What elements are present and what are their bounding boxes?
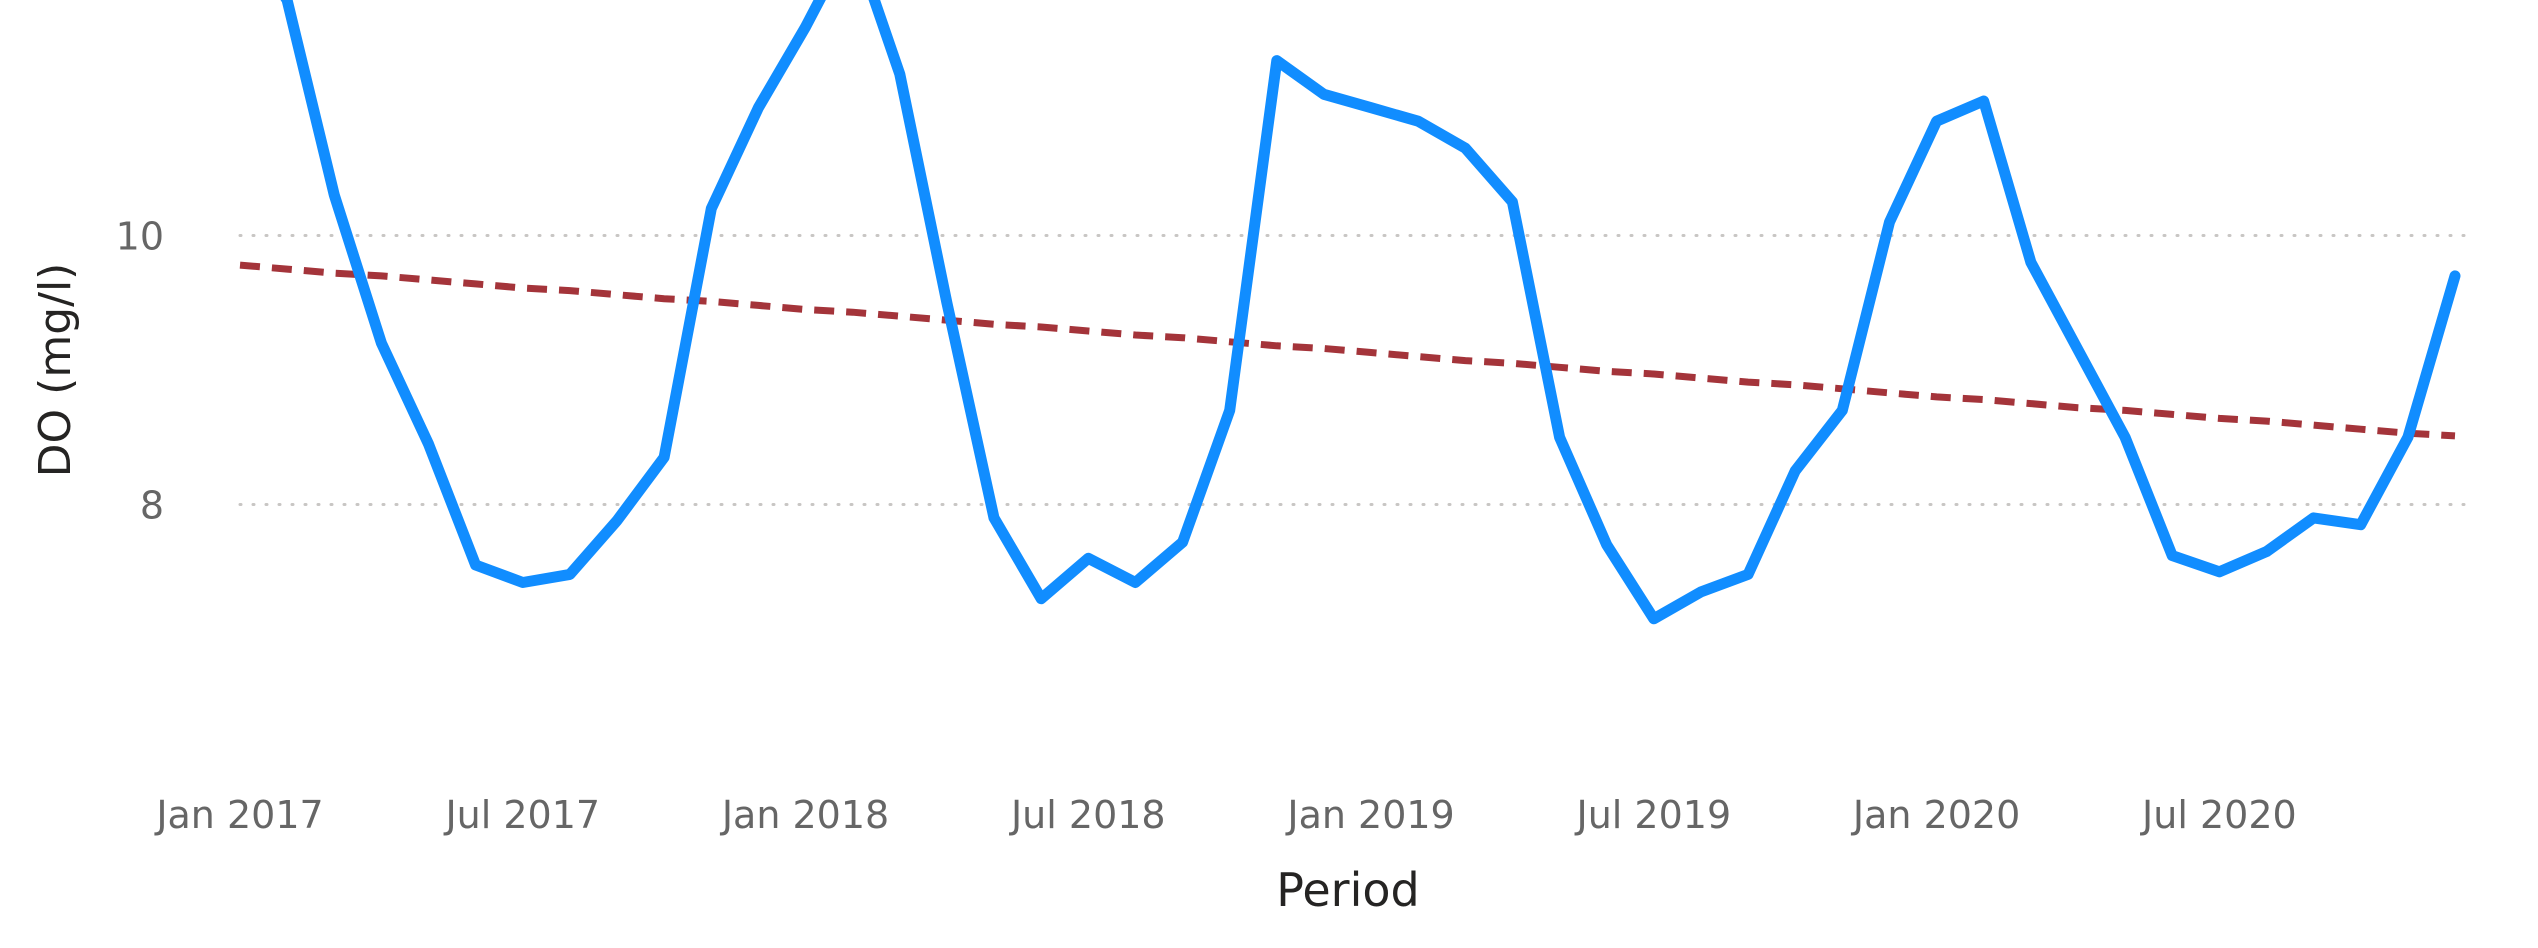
- trend-line: [239, 261, 2456, 440]
- do-series-line: [280, 0, 2461, 625]
- y-tick-label: 8: [140, 484, 164, 528]
- x-tick-label: Jul 2018: [1009, 793, 1166, 837]
- x-tick-label: Jul 2020: [2140, 793, 2297, 837]
- x-axis-ticks: Jan 2017 Jul 2017 Jan 2018 Jul 2018 Jan 2019…: [154, 793, 2296, 837]
- y-axis-ticks: 81012: [116, 215, 164, 528]
- x-tick-label: Jan 2020: [1851, 793, 2020, 837]
- x-tick-label: Jan 2019: [1285, 793, 1454, 837]
- gridlines: [238, 234, 2472, 506]
- y-axis-title: DO (mg/l): [30, 263, 81, 478]
- x-tick-label: Jan 2018: [720, 793, 889, 837]
- x-tick-label: Jan 2017: [154, 793, 323, 837]
- x-axis-title: Period: [1276, 863, 1419, 917]
- plot-area: [239, 0, 2461, 625]
- x-tick-label: Jul 2017: [443, 793, 600, 837]
- y-tick-label: 10: [116, 215, 164, 259]
- x-tick-label: Jul 2019: [1575, 793, 1732, 837]
